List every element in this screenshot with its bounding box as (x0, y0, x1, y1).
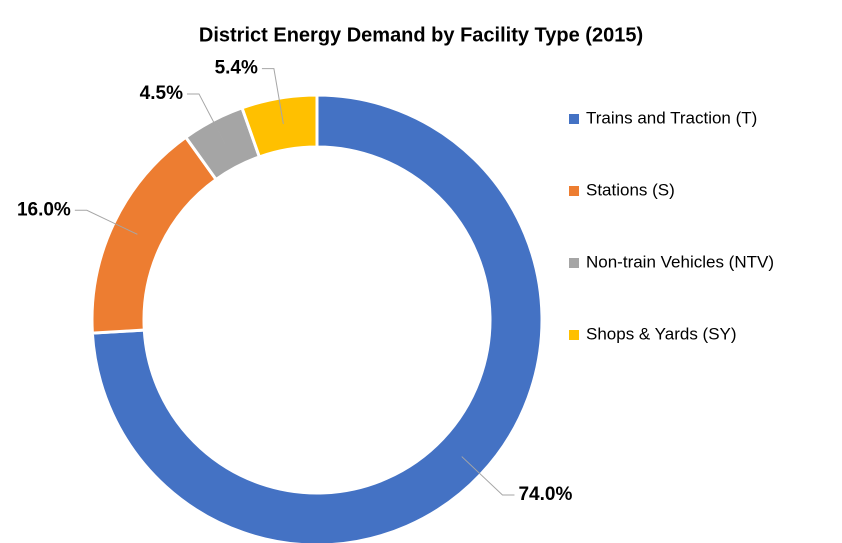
leader-line (461, 456, 515, 496)
data-label: 5.4% (215, 58, 258, 79)
legend-label: Shops & Yards (SY) (586, 324, 737, 343)
donut-slice (240, 93, 319, 159)
legend-swatch (569, 330, 579, 340)
donut-slice (90, 93, 544, 543)
legend-label: Trains and Traction (T) (586, 108, 757, 127)
leader-line (261, 68, 284, 124)
legend-swatch (569, 114, 579, 124)
data-label: 74.0% (518, 484, 572, 505)
leader-line (186, 93, 226, 144)
data-label: 4.5% (140, 83, 183, 104)
legend-swatch (569, 186, 579, 196)
legend-label: Non-train Vehicles (NTV) (586, 252, 774, 271)
leader-line (74, 209, 138, 235)
donut-slice (90, 135, 219, 335)
data-label: 16.0% (17, 199, 71, 220)
chart-title: District Energy Demand by Facility Type … (199, 24, 643, 46)
legend-label: Stations (S) (586, 180, 675, 199)
legend-swatch (569, 258, 579, 268)
